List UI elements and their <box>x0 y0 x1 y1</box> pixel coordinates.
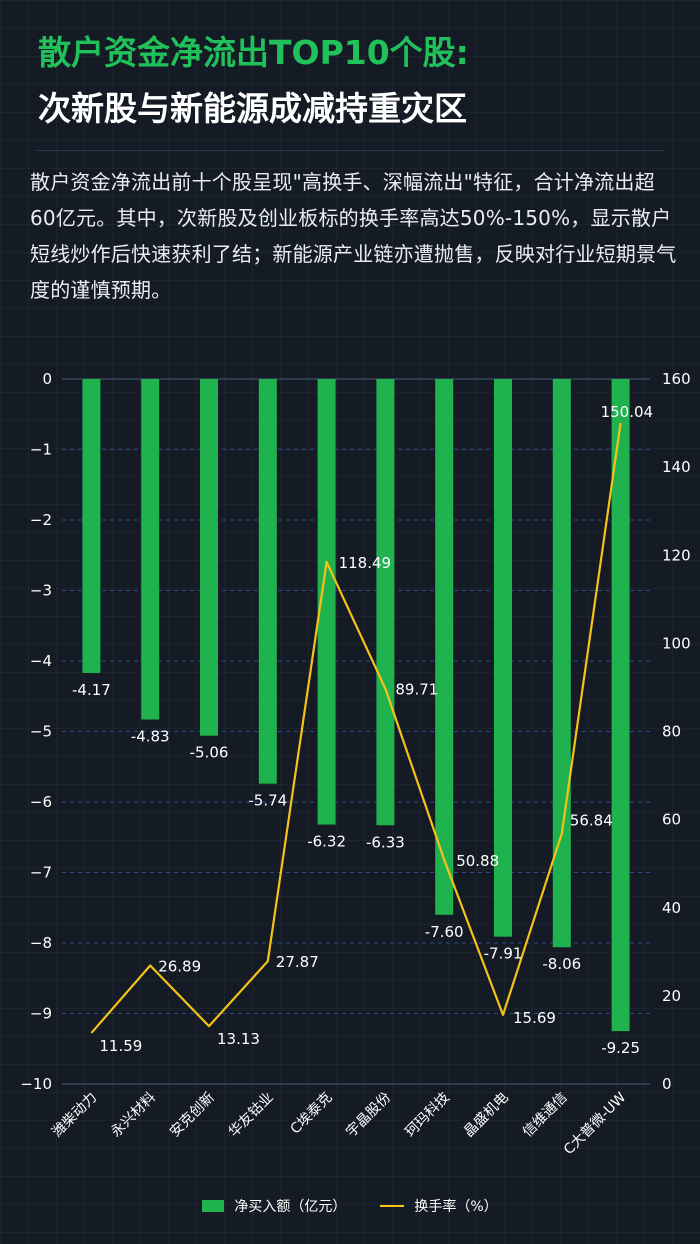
bar <box>82 379 101 673</box>
bar-value-label: -5.06 <box>190 744 229 762</box>
legend-line-swatch <box>380 1205 405 1207</box>
title-line-2: 次新股与新能源成减持重灾区 <box>38 89 467 128</box>
bar <box>552 379 571 948</box>
legend-label-turnover: 换手率（%） <box>414 1199 498 1215</box>
bar-value-label: -6.33 <box>366 833 405 851</box>
line-value-label: 26.89 <box>158 958 201 976</box>
left-axis-tick-label: −4 <box>30 652 52 670</box>
left-axis-tick-label: −3 <box>30 582 52 600</box>
left-axis-tick-label: 0 <box>42 370 52 388</box>
description-text: 散户资金净流出前十个股呈现"高换手、深幅流出"特征，合计净流出超60亿元。其中，… <box>30 170 677 302</box>
left-axis-tick-label: −9 <box>30 1005 52 1023</box>
line-value-label: 118.49 <box>339 554 392 572</box>
bar-value-label: -4.83 <box>131 728 170 746</box>
line-value-label: 27.87 <box>276 953 319 971</box>
left-axis-tick-label: −2 <box>30 511 52 529</box>
category-label: 永兴材料 <box>108 1090 159 1141</box>
line-value-label: 89.71 <box>395 681 438 699</box>
right-axis-tick-label: 100 <box>662 634 691 652</box>
right-axis-tick-label: 0 <box>662 1075 672 1093</box>
bar <box>317 379 336 825</box>
category-label: C大普微-UW <box>561 1089 630 1158</box>
left-axis-tick-label: −7 <box>30 864 52 882</box>
right-axis-tick-label: 20 <box>662 987 681 1005</box>
bar <box>494 379 512 937</box>
category-label: 信维通信 <box>520 1090 571 1141</box>
category-label: 晶盛机电 <box>461 1090 512 1141</box>
bar-value-label: -8.06 <box>542 955 581 973</box>
category-label: 珂玛科技 <box>402 1090 453 1141</box>
title-divider <box>36 150 664 151</box>
legend-label-net-buy: 净买入额（亿元） <box>234 1199 347 1215</box>
line-value-label: 56.84 <box>570 812 613 830</box>
category-label: C埃泰克 <box>287 1090 335 1138</box>
bar <box>200 379 218 736</box>
left-axis-tick-label: −5 <box>30 723 52 741</box>
turnover-line <box>90 422 622 1034</box>
category-label: 安克创新 <box>167 1090 218 1141</box>
line-value-label: 11.59 <box>99 1037 142 1055</box>
line-value-label: 15.69 <box>513 1009 556 1027</box>
bar-value-label: -4.17 <box>72 681 111 699</box>
category-label: 宇晶股份 <box>343 1090 394 1141</box>
category-label: 华友钴业 <box>226 1090 277 1141</box>
bar <box>435 379 454 915</box>
left-axis-tick-label: −1 <box>30 441 52 459</box>
right-axis-tick-label: 60 <box>662 811 681 829</box>
bar <box>141 379 160 720</box>
bar-value-label: -7.91 <box>484 945 523 963</box>
line-value-label: 13.13 <box>217 1030 260 1048</box>
legend-item-net-buy: 净买入额（亿元） <box>202 1196 346 1216</box>
right-axis-tick-label: 40 <box>662 899 681 917</box>
bar-value-label: -5.74 <box>248 792 287 810</box>
left-axis-tick-label: −6 <box>30 793 52 811</box>
line-value-label: 150.04 <box>601 403 654 421</box>
right-axis-tick-label: 120 <box>662 546 691 564</box>
legend-item-turnover: 换手率（%） <box>380 1196 498 1216</box>
bar <box>376 379 395 826</box>
title-line-1: 散户资金净流出TOP10个股: <box>38 33 469 72</box>
left-axis-tick-label: −10 <box>20 1075 52 1093</box>
bar-value-label: -9.25 <box>601 1039 640 1057</box>
bar-value-label: -7.60 <box>425 923 464 941</box>
right-axis-tick-label: 160 <box>662 370 691 388</box>
right-axis-tick-label: 140 <box>662 458 691 476</box>
line-value-label: 50.88 <box>456 852 499 870</box>
legend-bar-swatch <box>202 1200 225 1212</box>
left-axis-tick-label: −8 <box>30 934 52 952</box>
right-axis-tick-label: 80 <box>662 723 681 741</box>
chart-legend: 净买入额（亿元） 换手率（%） <box>0 1194 700 1218</box>
bar <box>258 379 277 784</box>
category-label: 潍柴动力 <box>49 1090 100 1141</box>
bar <box>611 379 630 1032</box>
bar-value-label: -6.32 <box>307 833 346 851</box>
